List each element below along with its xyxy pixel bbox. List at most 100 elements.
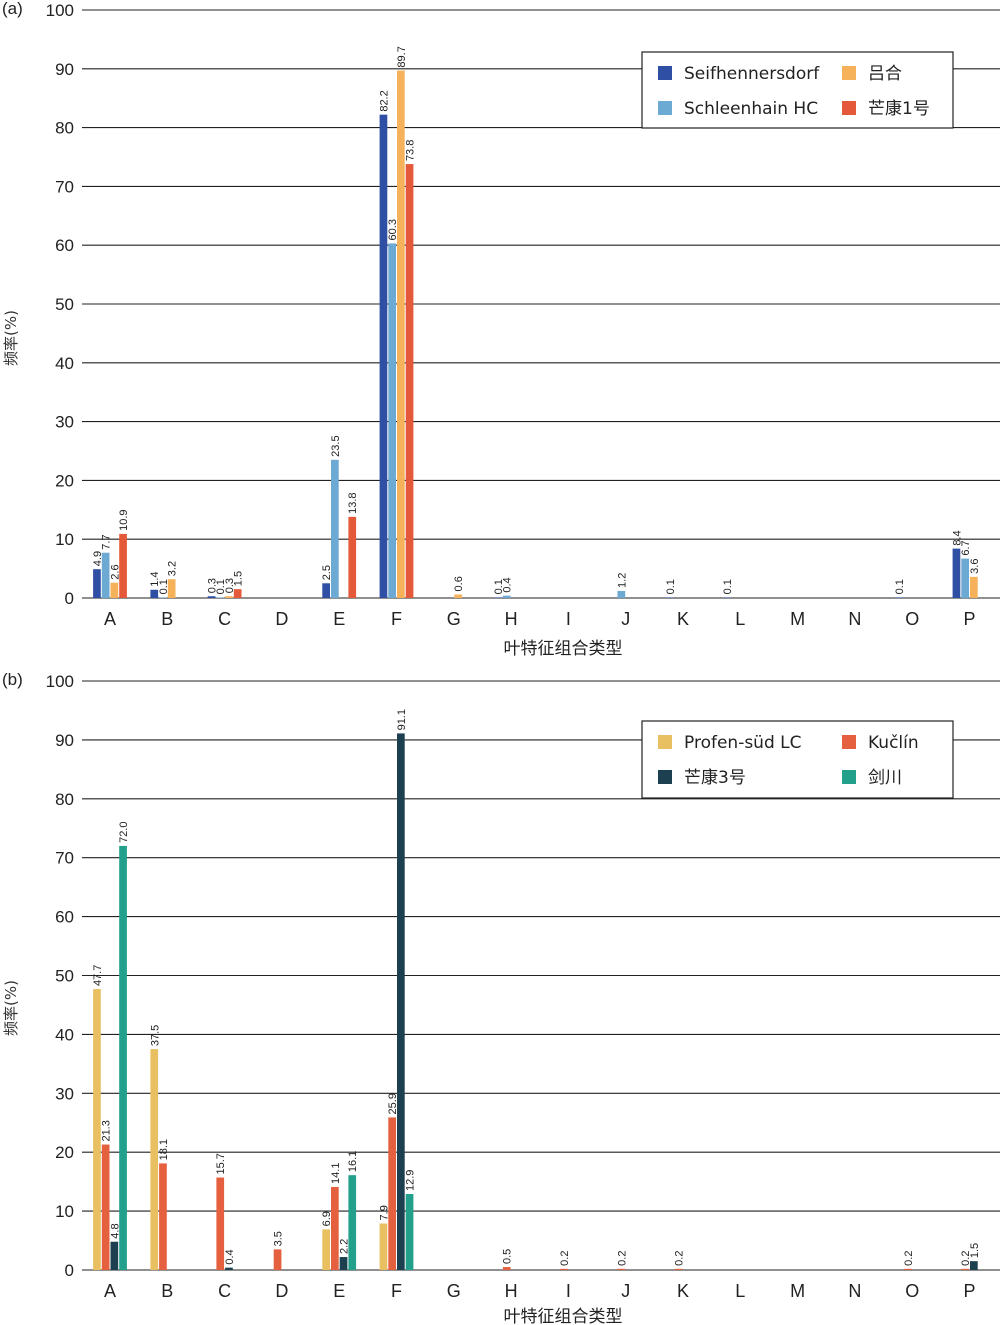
- x-tick-label: M: [790, 609, 805, 629]
- data-label: 60.3: [387, 219, 399, 240]
- data-label: 7.9: [378, 1205, 390, 1220]
- y-tick-label: 0: [65, 589, 74, 608]
- y-tick-label: 30: [55, 413, 74, 432]
- data-label: 0.1: [722, 579, 734, 594]
- bar: [970, 1261, 978, 1270]
- y-tick-label: 80: [55, 119, 74, 138]
- x-tick-label: P: [963, 609, 975, 629]
- bar: [904, 1268, 912, 1270]
- bar: [961, 1268, 969, 1270]
- bar: [348, 1175, 357, 1270]
- bar: [502, 595, 511, 598]
- data-label: 0.6: [453, 576, 465, 591]
- y-axis-label: 频率(%): [2, 980, 20, 1036]
- bar: [379, 1223, 388, 1270]
- x-tick-label: C: [218, 609, 231, 629]
- data-label: 0.2: [960, 1251, 972, 1266]
- bar: [150, 589, 159, 598]
- y-tick-label: 70: [55, 849, 74, 868]
- bar: [331, 1186, 339, 1270]
- data-label: 82.2: [378, 90, 390, 111]
- x-tick-label: J: [621, 1281, 630, 1301]
- legend-swatch: [658, 735, 672, 749]
- data-label: 3.2: [167, 561, 179, 576]
- x-tick-label: A: [104, 1281, 116, 1301]
- bar: [397, 733, 405, 1270]
- bar: [617, 590, 626, 598]
- y-tick-label: 20: [55, 471, 74, 490]
- data-label: 37.5: [149, 1025, 161, 1046]
- bar: [388, 1117, 396, 1270]
- y-tick-label: 10: [55, 530, 74, 549]
- bar: [339, 1257, 348, 1270]
- data-label: 2.5: [321, 565, 333, 580]
- x-tick-label: C: [218, 1281, 231, 1301]
- data-label: 72.0: [118, 821, 130, 842]
- chart-panel-a: (a) 0 10 20 30 40 50 60 70 80 90 100 频率(%) 叶特征组合类型 A B C…: [2, 0, 1000, 659]
- legend-label: Kučlín: [868, 733, 919, 753]
- x-tick-label: M: [790, 1281, 805, 1301]
- y-tick-label: 50: [55, 295, 74, 314]
- x-tick-label: D: [275, 609, 288, 629]
- data-label: 1.4: [149, 571, 161, 586]
- data-label: 2.2: [339, 1239, 351, 1254]
- bar: [216, 1177, 225, 1270]
- bar: [379, 114, 388, 598]
- data-label: 23.5: [330, 435, 342, 456]
- bar: [388, 243, 396, 598]
- data-label: 0.1: [665, 579, 677, 594]
- x-tick-label: J: [621, 609, 630, 629]
- legend-swatch: [842, 735, 856, 749]
- data-label: 4.8: [109, 1223, 121, 1238]
- legend-box: [641, 51, 954, 129]
- bar: [93, 569, 101, 598]
- data-label: 4.9: [92, 551, 104, 566]
- data-label: 0.3: [207, 578, 219, 593]
- legend-swatch: [658, 101, 672, 115]
- x-axis-label: 叶特征组合类型: [504, 1307, 623, 1325]
- legend: Profen-süd LC Kučlín 芒康3号 剑川: [641, 720, 954, 799]
- bar: [674, 1268, 683, 1270]
- x-tick-label: E: [333, 609, 345, 629]
- data-label: 1.2: [616, 573, 628, 588]
- legend-label: 剑川: [868, 768, 902, 788]
- data-label: 0.5: [502, 1249, 514, 1264]
- data-label: 15.7: [215, 1153, 227, 1174]
- data-label: 2.6: [109, 564, 121, 579]
- data-label: 3.5: [273, 1231, 285, 1246]
- x-tick-label: D: [275, 1281, 288, 1301]
- y-axis-label: 频率(%): [2, 310, 20, 366]
- bar: [970, 576, 978, 598]
- data-label: 13.8: [347, 492, 359, 513]
- legend-label: Profen-süd LC: [684, 733, 802, 753]
- bar: [225, 596, 233, 598]
- data-label: 3.6: [969, 559, 981, 574]
- data-label: 73.8: [405, 140, 417, 161]
- panel-label: (b): [2, 670, 23, 689]
- bar: [454, 594, 462, 598]
- data-label: 89.7: [396, 46, 408, 67]
- data-label: 18.1: [158, 1139, 170, 1160]
- x-axis-label: 叶特征组合类型: [504, 639, 623, 659]
- data-label: 21.3: [101, 1120, 113, 1141]
- y-tick-label: 50: [55, 967, 74, 986]
- data-label: 6.7: [960, 540, 972, 555]
- y-tick-label: 40: [55, 1025, 74, 1044]
- x-tick-label: P: [963, 1281, 975, 1301]
- bar: [560, 1268, 568, 1270]
- data-label: 0.4: [502, 577, 514, 592]
- bar: [494, 597, 502, 598]
- data-label: 12.9: [405, 1170, 417, 1191]
- bar: [93, 989, 101, 1270]
- data-label: 0.1: [158, 579, 170, 594]
- y-tick-label: 90: [55, 60, 74, 79]
- bar: [101, 552, 110, 598]
- y-tick-label: 40: [55, 354, 74, 373]
- legend-swatch: [842, 66, 856, 80]
- data-label: 1.5: [969, 1243, 981, 1258]
- x-tick-label: O: [905, 609, 919, 629]
- y-tick-label: 80: [55, 790, 74, 809]
- data-label: 8.4: [951, 530, 963, 545]
